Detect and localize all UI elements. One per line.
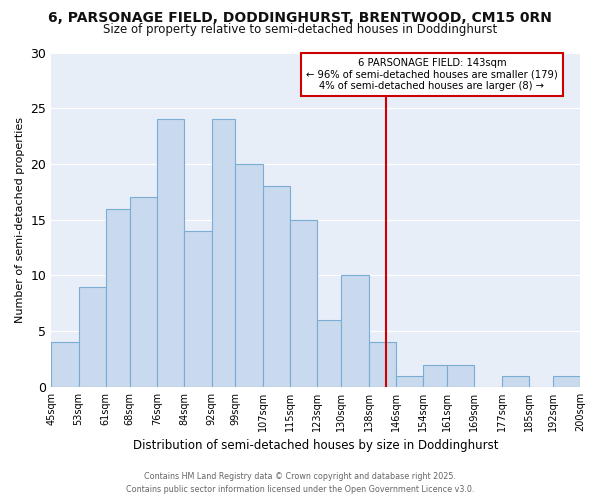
- Bar: [317, 320, 341, 387]
- Bar: [157, 120, 184, 387]
- Bar: [396, 376, 423, 387]
- Bar: [184, 231, 212, 387]
- Bar: [130, 198, 157, 387]
- Bar: [263, 186, 290, 387]
- Bar: [553, 376, 580, 387]
- Text: 6 PARSONAGE FIELD: 143sqm
← 96% of semi-detached houses are smaller (179)
4% of : 6 PARSONAGE FIELD: 143sqm ← 96% of semi-…: [306, 58, 558, 90]
- Bar: [235, 164, 263, 387]
- Bar: [368, 342, 396, 387]
- Bar: [290, 220, 317, 387]
- Bar: [502, 376, 529, 387]
- Bar: [341, 276, 368, 387]
- Bar: [423, 364, 447, 387]
- X-axis label: Distribution of semi-detached houses by size in Doddinghurst: Distribution of semi-detached houses by …: [133, 440, 499, 452]
- Text: Contains HM Land Registry data © Crown copyright and database right 2025.
Contai: Contains HM Land Registry data © Crown c…: [126, 472, 474, 494]
- Y-axis label: Number of semi-detached properties: Number of semi-detached properties: [15, 116, 25, 322]
- Text: Size of property relative to semi-detached houses in Doddinghurst: Size of property relative to semi-detach…: [103, 22, 497, 36]
- Text: 6, PARSONAGE FIELD, DODDINGHURST, BRENTWOOD, CM15 0RN: 6, PARSONAGE FIELD, DODDINGHURST, BRENTW…: [48, 11, 552, 25]
- Bar: [212, 120, 235, 387]
- Bar: [106, 208, 130, 387]
- Bar: [447, 364, 474, 387]
- Bar: [79, 286, 106, 387]
- Bar: [51, 342, 79, 387]
